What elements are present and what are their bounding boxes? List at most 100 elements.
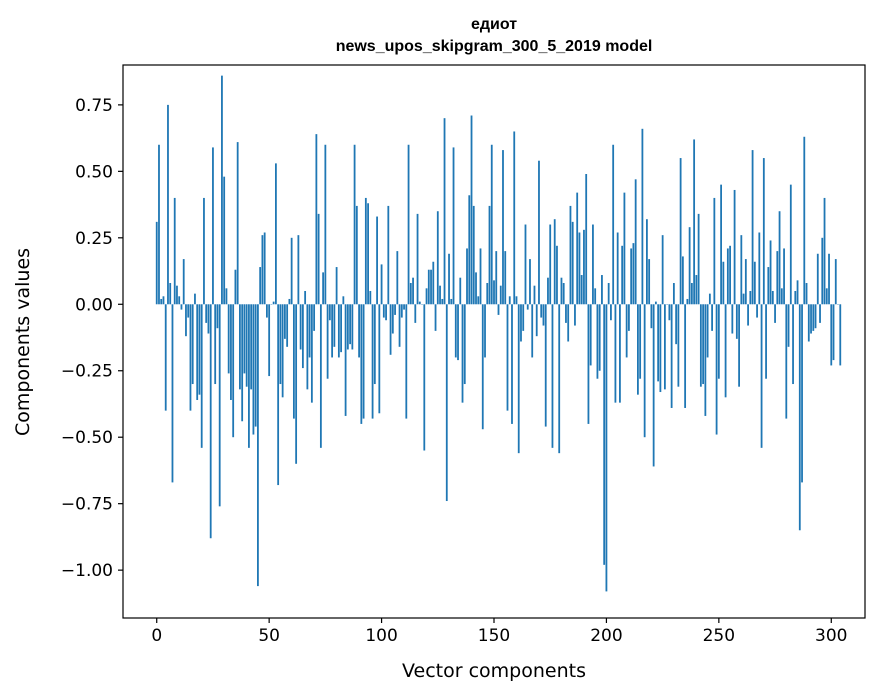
y-tick-label: 0.25 (75, 229, 113, 249)
bar (409, 283, 412, 305)
bar (565, 304, 567, 323)
bar (594, 288, 597, 305)
bar (643, 304, 646, 438)
bar (263, 232, 266, 305)
bar (257, 304, 259, 587)
bar (708, 293, 711, 305)
bar (583, 229, 585, 305)
bar (747, 304, 749, 326)
bar (767, 267, 770, 305)
bar (475, 272, 477, 305)
bar (400, 304, 403, 318)
bar (670, 304, 673, 408)
bar (805, 283, 808, 305)
bar (711, 304, 713, 331)
bar (648, 259, 651, 305)
bar (659, 304, 662, 393)
bar (261, 235, 264, 305)
bar (328, 304, 331, 321)
bar (749, 290, 752, 305)
bar (776, 251, 779, 305)
bar (218, 304, 221, 507)
bar (495, 251, 498, 305)
bar (558, 304, 561, 454)
bar (448, 253, 450, 305)
bar (430, 269, 432, 305)
bar (762, 158, 765, 305)
bar (236, 142, 239, 305)
bar (279, 304, 282, 385)
bar (205, 304, 208, 323)
bar (486, 283, 489, 305)
bar (313, 304, 316, 331)
bar (416, 213, 419, 305)
bar (295, 304, 298, 464)
bar (722, 261, 725, 305)
bar (738, 304, 740, 387)
bar (306, 304, 309, 390)
bar (373, 304, 376, 385)
bar (589, 304, 592, 366)
bar (661, 235, 664, 305)
bar (713, 197, 716, 305)
bar (203, 197, 205, 305)
bar (830, 304, 833, 366)
bar (281, 304, 284, 398)
bar (553, 219, 556, 305)
bar (389, 304, 392, 355)
bar (335, 267, 338, 305)
bar (288, 298, 291, 305)
y-axis-label: Components values (12, 248, 34, 436)
bar (574, 304, 576, 326)
x-tick-label: 50 (258, 626, 280, 646)
bar (441, 298, 444, 305)
bar (254, 304, 257, 427)
bar (196, 304, 199, 400)
bar (241, 304, 244, 422)
bar (729, 245, 731, 305)
bar (621, 245, 624, 305)
y-tick-label: 0.00 (75, 295, 113, 315)
bar (427, 269, 430, 305)
bar (207, 304, 210, 334)
bar (425, 288, 428, 305)
bar (275, 163, 277, 305)
bar (454, 304, 457, 358)
bar (801, 304, 803, 483)
bar (405, 304, 408, 419)
bar (191, 304, 194, 385)
bar (556, 245, 558, 305)
bar (587, 304, 590, 424)
bar (308, 304, 311, 358)
bar (481, 304, 484, 430)
bar (484, 304, 486, 358)
bar (675, 304, 678, 345)
bar (200, 304, 203, 448)
bar (194, 293, 196, 305)
bar (376, 216, 378, 305)
bar (344, 304, 347, 416)
bar (807, 304, 810, 342)
bar (227, 304, 230, 374)
bar (398, 304, 401, 347)
bar (677, 304, 680, 387)
bar (753, 261, 756, 305)
bar (221, 75, 223, 305)
bar (630, 248, 633, 305)
bar (367, 203, 369, 305)
y-tick-label: 0.75 (75, 96, 113, 116)
bar (488, 205, 491, 305)
bar (326, 304, 329, 379)
bar (668, 304, 671, 321)
bar (819, 304, 821, 323)
bar (445, 304, 448, 502)
bar (774, 304, 776, 323)
bar (679, 158, 682, 305)
bar (832, 304, 835, 361)
bar (760, 304, 763, 448)
x-tick-label: 200 (590, 626, 622, 646)
bar (497, 304, 500, 315)
bar (243, 304, 246, 374)
y-tick-label: −0.50 (61, 428, 113, 448)
